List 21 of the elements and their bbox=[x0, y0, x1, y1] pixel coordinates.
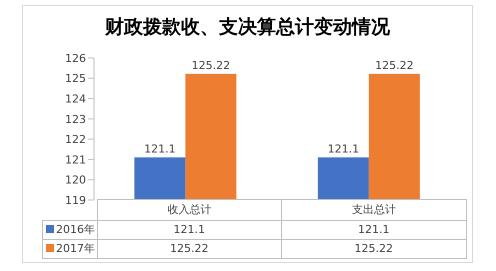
y-tick-label: 121 bbox=[65, 153, 86, 166]
annotation: 125.22 bbox=[192, 58, 230, 72]
y-tick-label: 119 bbox=[65, 194, 86, 207]
y-tick-label: 124 bbox=[65, 92, 86, 106]
chart-title: 财政拨款收、支决算总计变动情况 bbox=[104, 15, 391, 40]
data-label: 125.22 bbox=[282, 239, 466, 258]
data-label: 121.1 bbox=[282, 220, 466, 239]
x-tick-label: 收入总计 bbox=[97, 200, 282, 220]
annotation: 121.1 bbox=[328, 142, 360, 156]
legend-label: 2017年 bbox=[42, 239, 97, 258]
data-label: 125.22 bbox=[97, 239, 282, 258]
y-tick-label: 120 bbox=[65, 174, 86, 187]
annotation: 125.22 bbox=[375, 58, 414, 72]
legend-label: 2016年 bbox=[42, 220, 97, 239]
y-tick-label: 122 bbox=[65, 133, 86, 146]
y-tick-label: 123 bbox=[65, 112, 86, 126]
annotation: 121.1 bbox=[144, 142, 176, 156]
y-tick-label: 125 bbox=[65, 72, 86, 86]
data-label: 121.1 bbox=[97, 220, 282, 239]
x-tick-label: 支出总计 bbox=[282, 200, 466, 220]
y-tick-label: 126 bbox=[65, 52, 86, 65]
